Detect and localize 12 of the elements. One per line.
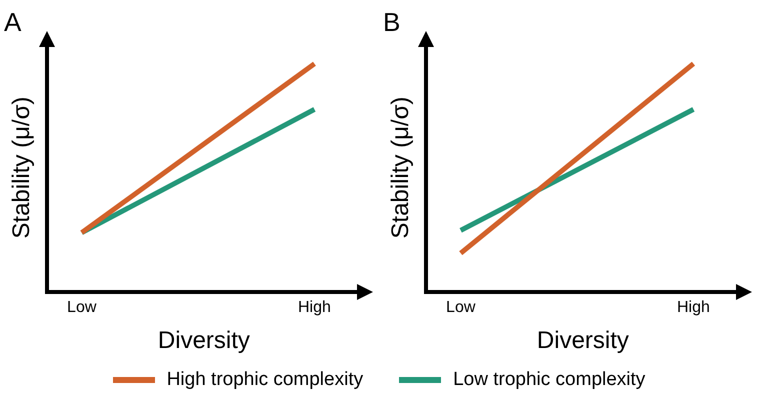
x-tick-label: Low (446, 299, 476, 316)
y-axis-title: Stability (μ/σ) (8, 96, 36, 239)
x-tick-label: High (677, 299, 710, 316)
chart-title: A (4, 6, 22, 37)
legend-label: High trophic complexity (166, 369, 364, 391)
chart-title: B (383, 6, 400, 37)
x-axis-title: Diversity (536, 327, 629, 354)
x-axis-title: Diversity (158, 327, 250, 354)
legend-label: Low trophic complexity (453, 369, 646, 391)
x-tick-label: High (298, 299, 331, 316)
x-tick-label: Low (67, 299, 97, 316)
y-axis-title: Stability (μ/σ) (387, 96, 414, 239)
